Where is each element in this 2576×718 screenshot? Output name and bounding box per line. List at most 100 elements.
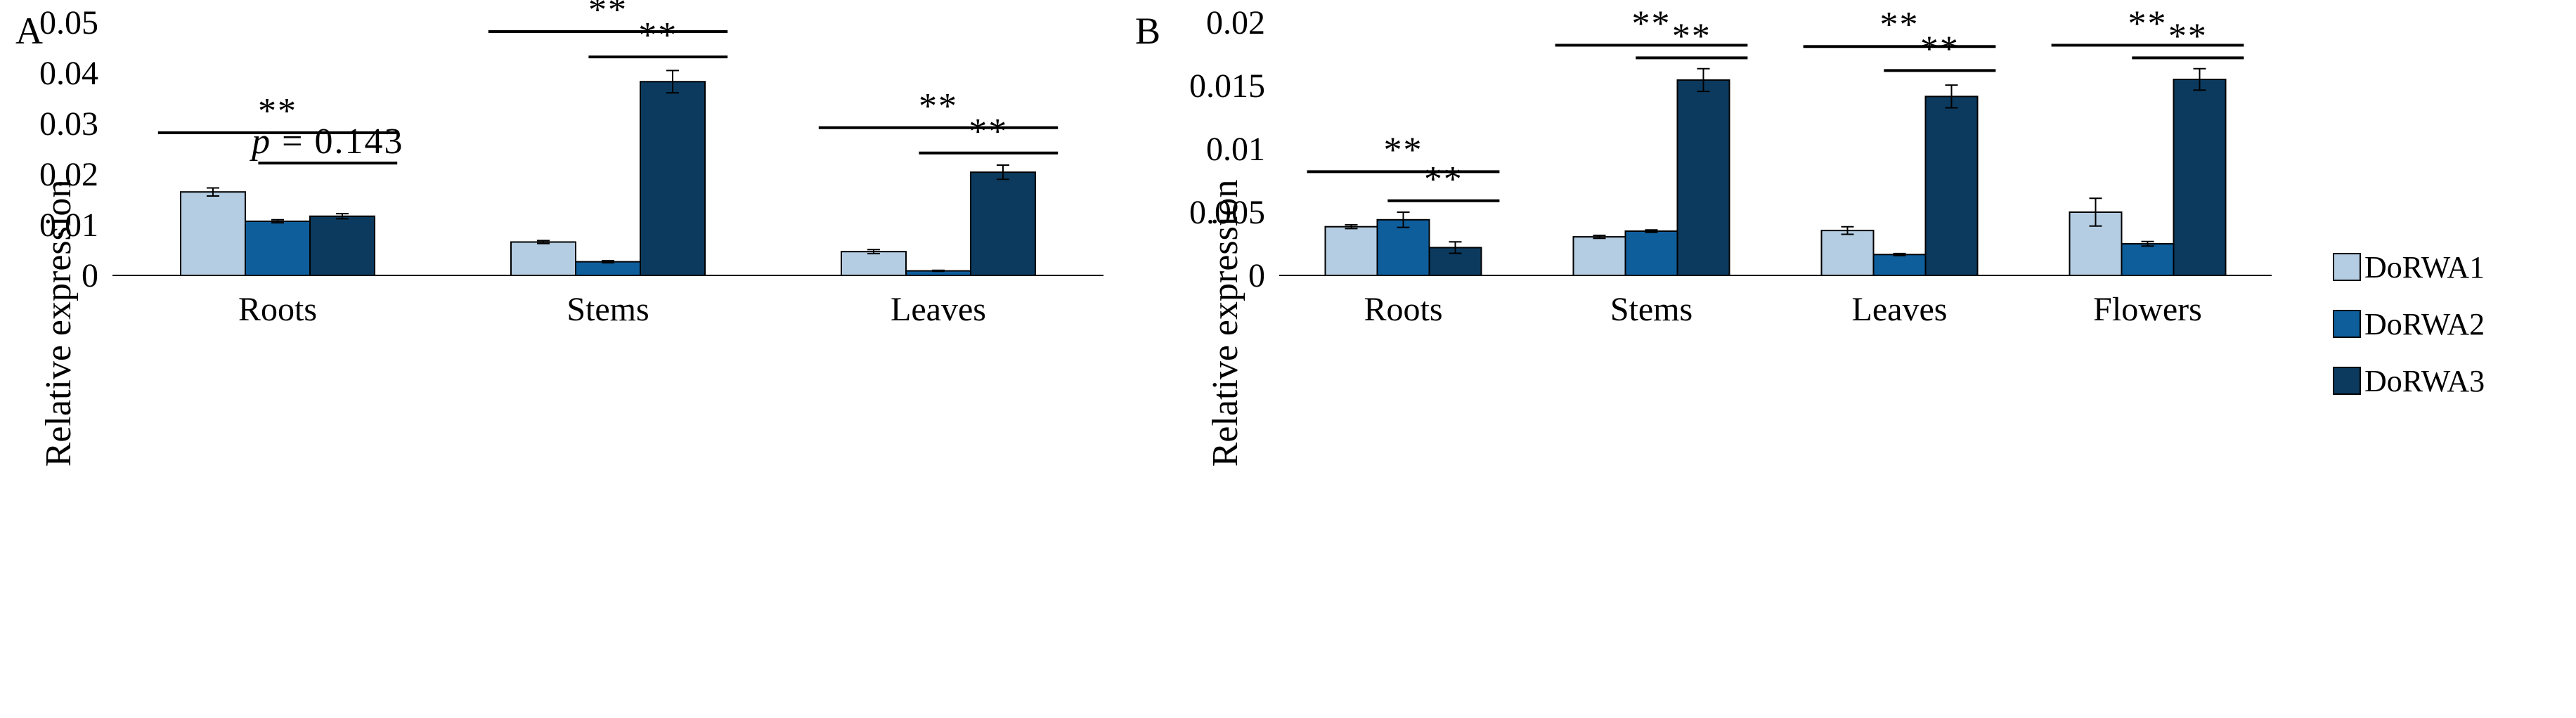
panel-a-y-tick-label: 0.04 xyxy=(39,55,98,92)
error-bar-dorwa2-roots xyxy=(271,218,284,224)
panel-a-y-tick-label: 0.03 xyxy=(39,105,98,143)
bar-dorwa2-stems xyxy=(1624,230,1678,276)
legend-label: DoRWA2 xyxy=(2364,307,2485,341)
panel-a-y-tick-label: 0.02 xyxy=(39,156,98,193)
significance-bracket-stems: ** xyxy=(588,15,728,58)
error-bar-dorwa1-leaves xyxy=(1841,226,1854,235)
error-bar-dorwa3-roots xyxy=(1449,241,1462,254)
bar-dorwa3-leaves xyxy=(970,171,1036,276)
panel-a-y-ticks: 0 0.01 0.02 0.03 0.04 0.05 xyxy=(39,4,98,294)
panel-b-category-labels: Roots Stems Leaves Flowers xyxy=(1364,291,2201,328)
error-bar-dorwa1-stems xyxy=(537,240,550,244)
panel-b-y-tick-label: 0.005 xyxy=(1189,194,1265,231)
significance-label: ** xyxy=(969,112,1008,152)
category-label-roots: Roots xyxy=(1364,291,1442,328)
error-bar-dorwa1-roots xyxy=(1345,224,1358,230)
significance-label: p = 0.143 xyxy=(249,122,403,162)
error-bar-dorwa2-roots xyxy=(1397,211,1410,228)
panel-b-y-ticks: 0 0.005 0.01 0.015 0.02 xyxy=(1189,4,1265,294)
error-bar-dorwa2-leaves xyxy=(1893,252,1906,256)
error-bar-dorwa1-roots xyxy=(207,187,219,197)
legend-swatch xyxy=(2333,253,2361,281)
legend-swatch xyxy=(2333,310,2361,338)
significance-bracket-flowers: ** xyxy=(2132,16,2244,60)
category-label-roots: Roots xyxy=(238,291,317,328)
significance-bracket-leaves: ** xyxy=(919,112,1059,155)
error-bar-dorwa1-flowers xyxy=(2089,197,2102,227)
bar-dorwa3-stems xyxy=(1676,79,1730,277)
significance-bracket-roots: ** xyxy=(1307,130,1500,174)
significance-label: ** xyxy=(1384,130,1423,170)
category-label-leaves: Leaves xyxy=(1852,291,1948,328)
p-value-text: = 0.143 xyxy=(282,122,403,162)
significance-bracket-roots: ** xyxy=(1387,159,1500,202)
panel-b-y-tick-label: 0.015 xyxy=(1189,67,1265,105)
bar-dorwa2-leaves xyxy=(1872,254,1927,276)
significance-bracket-flowers: ** xyxy=(2051,4,2244,47)
panel-b-bars xyxy=(1324,79,2227,277)
bar-dorwa2-flowers xyxy=(2121,243,2175,276)
panel-a-bars xyxy=(180,81,1036,277)
bar-dorwa1-leaves xyxy=(1820,230,1875,277)
bar-dorwa1-roots xyxy=(180,191,246,277)
significance-bracket-roots: ** xyxy=(157,91,398,134)
legend-entry-dorwa3: DoRWA3 xyxy=(2333,364,2485,398)
panel-a-category-labels: Roots Stems Leaves xyxy=(238,291,986,328)
panel-b-y-axis-title: Relative expression xyxy=(1205,180,1245,467)
significance-bracket-stems: ** xyxy=(1636,16,1748,60)
error-bar-dorwa3-roots xyxy=(336,213,349,220)
significance-bracket-leaves: ** xyxy=(1884,29,1996,72)
category-label-stems: Stems xyxy=(567,291,649,328)
panel-b: B Relative expression 0 0.005 0.01 0.015 0.0… xyxy=(1135,4,2272,466)
bar-dorwa1-stems xyxy=(1572,236,1626,277)
error-bar-dorwa3-flowers xyxy=(2193,67,2206,91)
panel-a-y-tick-label: 0.05 xyxy=(39,4,98,41)
significance-label: ** xyxy=(1672,16,1711,56)
legend-swatch xyxy=(2333,367,2361,395)
error-bar-dorwa3-leaves xyxy=(1945,84,1958,109)
panel-a-label: A xyxy=(15,10,43,52)
panel-b-label: B xyxy=(1135,10,1160,52)
category-label-stems: Stems xyxy=(1610,291,1692,328)
category-label-flowers: Flowers xyxy=(2093,291,2202,328)
significance-bracket-leaves: ** xyxy=(818,86,1059,129)
bar-dorwa1-leaves xyxy=(841,251,907,277)
error-bar-dorwa3-leaves xyxy=(997,164,1009,181)
legend-label: DoRWA1 xyxy=(2364,250,2485,285)
significance-label: ** xyxy=(1424,159,1463,200)
legend-label: DoRWA3 xyxy=(2364,364,2485,398)
bar-dorwa1-stems xyxy=(510,241,576,277)
error-bar-dorwa3-stems xyxy=(1697,67,1710,93)
significance-label: ** xyxy=(2168,16,2208,56)
panel-b-error-bars xyxy=(1345,67,2206,256)
legend-entry-dorwa2: DoRWA2 xyxy=(2333,307,2485,341)
panel-b-y-tick-label: 0.01 xyxy=(1206,131,1265,168)
category-label-leaves: Leaves xyxy=(891,291,986,328)
significance-bracket-stems: ** xyxy=(488,0,728,33)
bar-dorwa3-roots xyxy=(309,215,375,277)
error-bar-dorwa1-leaves xyxy=(867,249,880,255)
error-bar-dorwa2-stems xyxy=(1645,229,1658,233)
panel-a-significance: **p = 0.143******** xyxy=(157,0,1059,165)
significance-label: ** xyxy=(919,86,958,126)
significance-label: ** xyxy=(1880,5,1920,45)
legend: DoRWA1 DoRWA2 DoRWA3 xyxy=(2333,250,2485,398)
significance-bracket-roots: p = 0.143 xyxy=(249,122,403,165)
bar-dorwa3-leaves xyxy=(1924,96,1979,276)
significance-label: ** xyxy=(2128,4,2168,44)
panel-a: A Relative expression 00.010.020.030.040… xyxy=(15,0,1103,466)
bar-dorwa1-roots xyxy=(1324,226,1378,277)
panel-a-y-tick-label: 0.01 xyxy=(39,207,98,244)
error-bar-dorwa2-stems xyxy=(602,260,614,263)
panel-a-error-bars xyxy=(207,70,1009,273)
error-bar-dorwa2-leaves xyxy=(932,269,945,273)
significance-bracket-stems: ** xyxy=(1555,4,1748,47)
significance-bracket-leaves: ** xyxy=(1803,5,1996,48)
significance-label: ** xyxy=(1920,29,1960,69)
significance-label: ** xyxy=(1632,4,1671,44)
p-value-symbol: p xyxy=(249,122,282,162)
error-bar-dorwa2-flowers xyxy=(2141,240,2154,247)
bar-dorwa2-stems xyxy=(575,261,641,276)
error-bar-dorwa3-stems xyxy=(666,70,679,94)
